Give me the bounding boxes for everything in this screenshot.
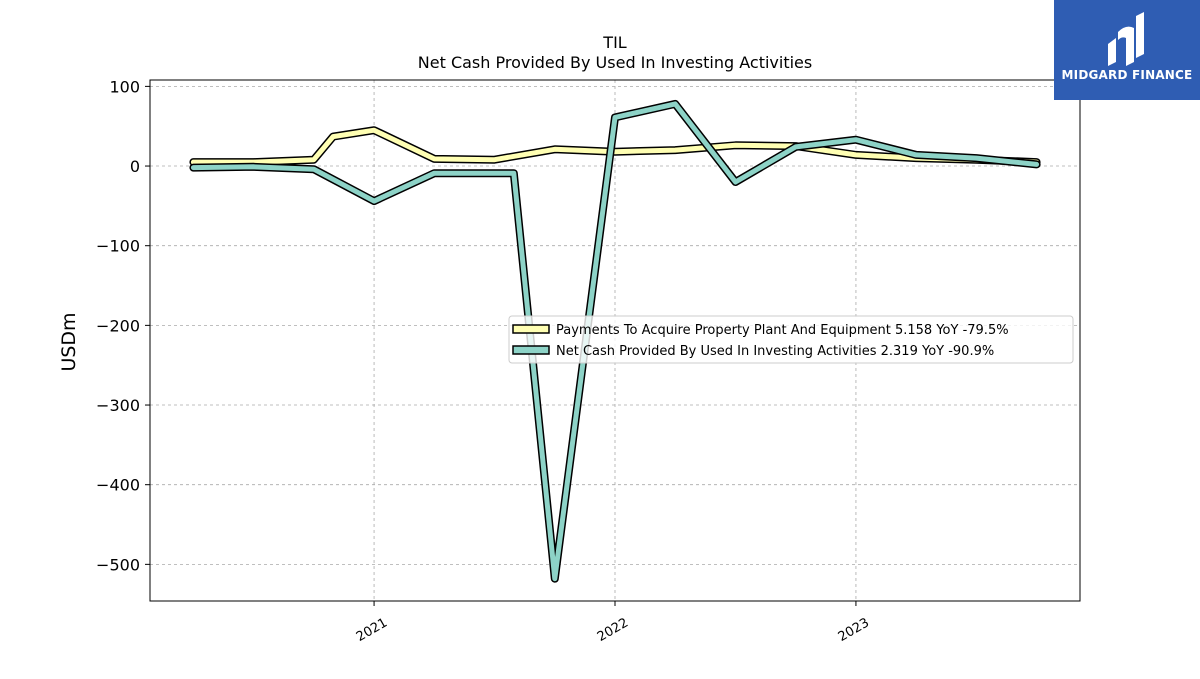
y-tick-label: 100 (109, 77, 140, 96)
y-tick-label: −100 (96, 237, 140, 256)
legend-label: Net Cash Provided By Used In Investing A… (556, 344, 994, 359)
y-tick-label: −500 (96, 555, 140, 574)
y-tick-label: −300 (96, 396, 140, 415)
series-line (190, 127, 1040, 165)
chart-ticker: TIL (602, 33, 626, 52)
logo-text: MIDGARD FINANCE (1061, 68, 1193, 82)
x-tick-label: 2023 (836, 615, 872, 645)
x-tick-label: 2022 (595, 615, 631, 645)
y-axis-label: USDm (58, 312, 80, 371)
legend-swatch (512, 324, 550, 334)
y-tick-label: −200 (96, 316, 140, 335)
chart-title: Net Cash Provided By Used In Investing A… (418, 53, 812, 72)
x-tick-label: 2021 (354, 615, 390, 645)
y-tick-label: −400 (96, 476, 140, 495)
brand-logo: MIDGARD FINANCE (1054, 0, 1200, 100)
legend: Payments To Acquire Property Plant And E… (508, 315, 1074, 364)
logo-mark-icon (1108, 12, 1144, 67)
legend-box (508, 315, 1074, 364)
legend-swatch (512, 345, 550, 355)
legend-label: Payments To Acquire Property Plant And E… (556, 323, 1009, 338)
y-tick-label: 0 (130, 157, 140, 176)
ticks: 100 0 −100 −200 −300 −400 −500 2021 2022 2023 (96, 77, 872, 645)
